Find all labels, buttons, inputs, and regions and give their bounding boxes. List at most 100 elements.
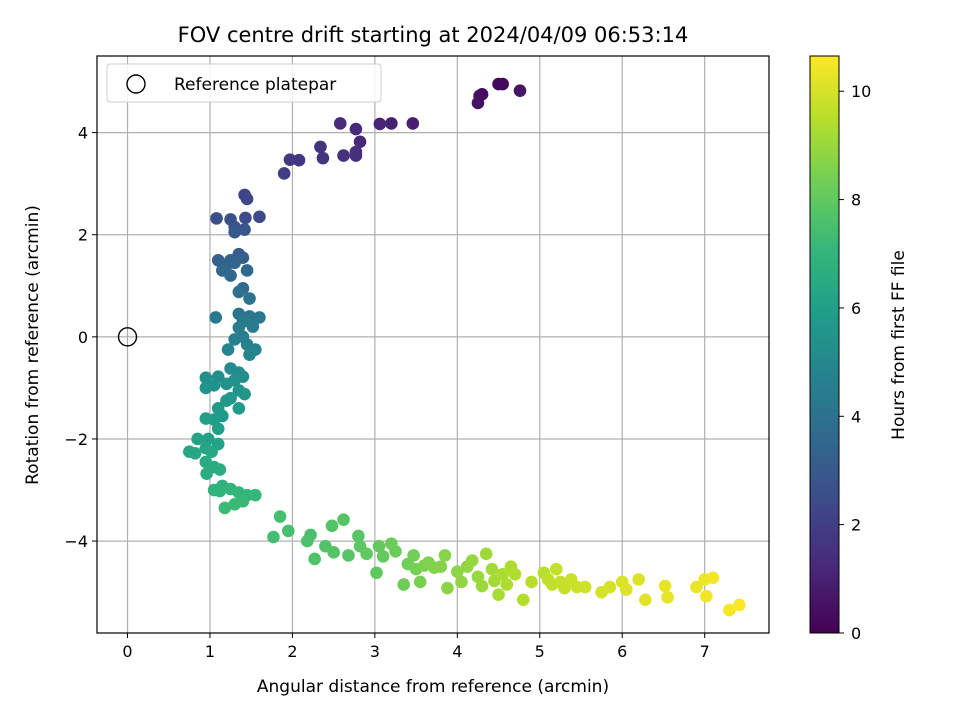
y-axis-ticks: −4 −2 0 2 4: [64, 124, 97, 551]
data-point: [228, 225, 241, 239]
data-point: [273, 510, 287, 523]
data-point: [300, 534, 314, 548]
data-point: [253, 210, 266, 224]
x-axis-ticks: 0 1 2 3 4 5 6 7: [122, 633, 710, 661]
legend-reference-marker: [126, 74, 146, 94]
data-point: [218, 501, 232, 515]
data-point: [360, 547, 373, 561]
y-axis-label: Rotation from reference (arcmin): [23, 205, 43, 485]
x-tick-label: 5: [535, 642, 545, 661]
data-point: [277, 167, 291, 180]
data-point: [723, 603, 736, 617]
data-point: [700, 589, 713, 603]
data-point: [451, 565, 464, 579]
data-point: [220, 377, 233, 391]
data-point: [455, 575, 468, 589]
y-tick-label: 4: [78, 124, 88, 143]
x-tick-label: 1: [205, 642, 215, 661]
data-point: [485, 562, 499, 576]
data-point: [333, 117, 347, 130]
data-point: [228, 498, 241, 511]
x-tick-label: 4: [452, 642, 462, 661]
colorbar-tick-label: 8: [851, 191, 861, 210]
data-point: [228, 333, 241, 346]
data-point: [349, 122, 363, 136]
data-point: [513, 84, 527, 98]
data-point: [496, 77, 509, 91]
data-point: [475, 579, 489, 593]
data-point: [188, 446, 202, 460]
data-point: [373, 117, 387, 131]
data-point: [238, 387, 251, 401]
data-point: [407, 549, 420, 562]
data-point: [253, 311, 266, 324]
data-point: [211, 422, 225, 436]
data-point: [337, 149, 350, 162]
data-point: [246, 320, 260, 333]
data-point: [525, 575, 538, 589]
x-tick-label: 6: [617, 642, 627, 661]
data-point: [352, 529, 365, 543]
data-point: [243, 292, 256, 305]
plot-frame: [96, 55, 770, 634]
data-point: [639, 593, 652, 607]
data-point: [240, 264, 254, 277]
data-point: [209, 311, 223, 324]
data-point: [213, 484, 227, 498]
data-point: [337, 513, 350, 526]
colorbar-tick-label: 6: [851, 299, 861, 318]
data-point: [632, 573, 646, 586]
data-point: [372, 539, 386, 553]
data-point: [492, 588, 505, 602]
data-point: [325, 519, 339, 533]
data-point: [327, 546, 340, 559]
data-point: [232, 402, 246, 415]
y-tick-label: −2: [64, 430, 88, 449]
data-point: [376, 550, 390, 563]
colorbar-ticks: 0 2 4 6 8 10: [839, 82, 871, 643]
legend: Reference platepar: [106, 63, 382, 103]
data-point: [733, 598, 746, 612]
data-point: [438, 549, 452, 562]
data-point: [240, 192, 254, 206]
data-point: [496, 567, 509, 581]
data-point: [210, 212, 223, 225]
data-point: [661, 590, 674, 604]
x-tick-label: 0: [122, 642, 132, 661]
data-point: [243, 348, 256, 362]
data-point: [308, 552, 321, 566]
legend-entry-label: Reference platepar: [174, 75, 336, 95]
colorbar-gradient: [809, 55, 840, 634]
legend-box: [106, 63, 382, 103]
y-tick-label: 2: [78, 226, 88, 245]
chart-title: FOV centre drift starting at 2024/04/09 …: [178, 23, 689, 47]
data-point: [549, 562, 563, 576]
data-point: [213, 463, 227, 476]
data-point: [191, 432, 204, 446]
data-point: [314, 140, 327, 154]
data-point: [199, 412, 213, 425]
data-point: [471, 96, 485, 110]
grid-lines: [97, 56, 769, 633]
data-point: [238, 223, 251, 236]
data-point: [349, 149, 363, 162]
colorbar-tick-label: 10: [851, 82, 871, 101]
data-point: [389, 545, 402, 558]
data-point: [658, 579, 672, 593]
x-tick-label: 2: [287, 642, 297, 661]
x-axis-label: Angular distance from reference (arcmin): [257, 677, 609, 697]
colorbar: 0 2 4 6 8 10 Hours from first FF file: [809, 55, 909, 643]
data-point: [267, 530, 280, 544]
data-point: [558, 581, 571, 595]
data-point: [434, 560, 448, 573]
data-point: [397, 578, 411, 591]
data-point: [239, 211, 252, 225]
data-point: [232, 285, 246, 299]
x-tick-label: 7: [700, 642, 710, 661]
data-point: [706, 571, 720, 585]
data-point: [413, 575, 427, 589]
colorbar-tick-label: 2: [851, 516, 861, 535]
colorbar-tick-label: 4: [851, 407, 861, 426]
data-point: [316, 151, 330, 165]
